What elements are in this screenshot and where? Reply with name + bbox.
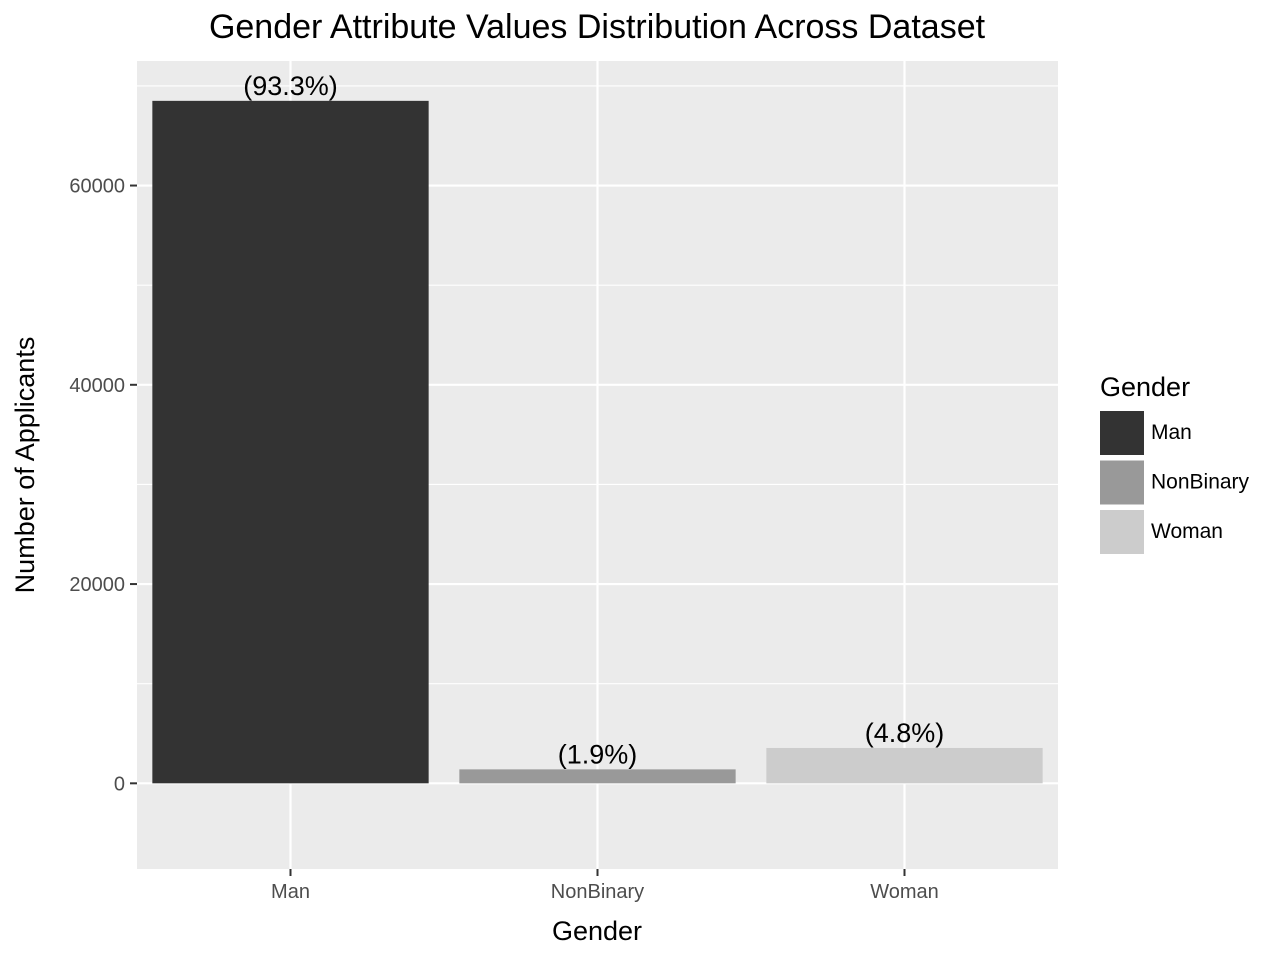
y-axis-title: Number of Applicants <box>10 337 40 594</box>
bar-data-label: (93.3%) <box>243 71 338 101</box>
x-tick-label: Woman <box>870 881 939 903</box>
x-axis: Man NonBinary Woman <box>271 869 939 903</box>
legend-title: Gender <box>1100 372 1190 402</box>
x-tick-label: NonBinary <box>551 881 644 903</box>
y-tick-label: 60000 <box>69 176 125 198</box>
legend-label: Woman <box>1151 520 1223 543</box>
bar-data-labels: (93.3%) (1.9%) (4.8%) <box>243 71 944 770</box>
bar-nonbinary <box>459 769 736 784</box>
legend-key-woman <box>1100 510 1144 554</box>
bar-man <box>152 100 429 784</box>
x-axis-title: Gender <box>552 916 642 946</box>
y-axis: 0 20000 40000 60000 <box>69 176 137 795</box>
bar-data-label: (4.8%) <box>865 718 945 748</box>
legend: Gender Man NonBinary Woman <box>1100 372 1250 554</box>
legend-key-nonbinary <box>1100 460 1144 505</box>
legend-label: NonBinary <box>1151 471 1250 494</box>
y-tick-label: 0 <box>114 773 125 795</box>
legend-key-man <box>1100 411 1144 455</box>
y-tick-label: 40000 <box>69 375 125 397</box>
y-tick-label: 20000 <box>69 574 125 596</box>
x-tick-label: Man <box>271 881 310 903</box>
legend-label: Man <box>1151 421 1192 444</box>
bar-woman <box>766 747 1043 784</box>
chart-title: Gender Attribute Values Distribution Acr… <box>209 8 986 46</box>
bar-data-label: (1.9%) <box>558 739 638 769</box>
bars <box>152 100 1043 784</box>
